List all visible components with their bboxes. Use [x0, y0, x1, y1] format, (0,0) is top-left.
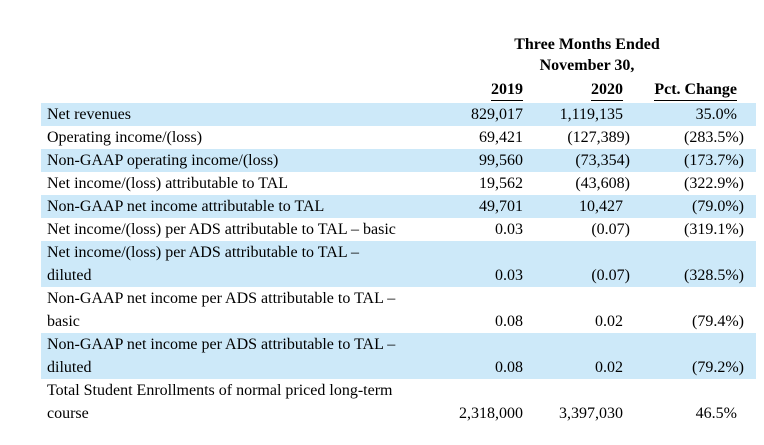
- cell-2019: 0.08: [495, 359, 523, 376]
- row-label: Net income/(loss) attributable to TAL: [47, 175, 289, 192]
- cell-2020: (73,354): [575, 152, 630, 169]
- cell-pct-change: (173.7%): [684, 152, 744, 169]
- column-header-2020: 2020: [530, 81, 630, 101]
- table-row-operating-income: Operating income/(loss) 69,421 (127,389)…: [41, 126, 756, 149]
- cell-2019: 829,017: [471, 106, 523, 123]
- table-row-non-gaap-net-income-attributable: Non-GAAP net income attributable to TAL …: [41, 195, 756, 218]
- cell-2019: 99,560: [479, 152, 523, 169]
- cell-2020: (0.07): [591, 267, 630, 284]
- row-label: Net income/(loss) per ADS attributable t…: [47, 244, 359, 284]
- cell-pct-change: (328.5%): [684, 267, 744, 284]
- table-row-net-income-per-ads-basic: Net income/(loss) per ADS attributable t…: [41, 218, 756, 241]
- cell-pct-change: (79.0%): [692, 198, 744, 215]
- row-label: Net revenues: [47, 106, 131, 123]
- table-row-non-gaap-net-income-per-ads-diluted: Non-GAAP net income per ADS attributable…: [41, 333, 756, 379]
- column-header-2020-label: 2020: [591, 81, 623, 101]
- cell-2019: 0.03: [495, 267, 523, 284]
- column-header-pct-change: Pct. Change: [630, 81, 744, 101]
- table-row-net-income-attributable: Net income/(loss) attributable to TAL 19…: [41, 172, 756, 195]
- cell-2019: 49,701: [479, 198, 523, 215]
- row-label: Total Student Enrollments of normal pric…: [47, 382, 393, 422]
- row-label: Non-GAAP operating income/(loss): [47, 152, 279, 169]
- cell-pct-change: (79.4%): [692, 313, 744, 330]
- row-label: Non-GAAP net income per ADS attributable…: [47, 336, 396, 376]
- table-row-total-student-enrollments: Total Student Enrollments of normal pric…: [41, 379, 756, 425]
- cell-2019: 2,318,000: [459, 405, 523, 422]
- cell-2020: 0.02: [595, 313, 623, 330]
- period-line-1: Three Months Ended: [514, 36, 660, 53]
- table-row-non-gaap-operating-income: Non-GAAP operating income/(loss) 99,560 …: [41, 149, 756, 172]
- table-body: Net revenues 829,017 1,119,135 35.0% Ope…: [0, 103, 764, 425]
- cell-2020: (43,608): [575, 175, 630, 192]
- cell-2019: 0.08: [495, 313, 523, 330]
- row-label: Net income/(loss) per ADS attributable t…: [47, 221, 396, 238]
- column-header-pct-change-label: Pct. Change: [654, 81, 737, 101]
- cell-pct-change: 35.0%: [695, 106, 737, 123]
- cell-pct-change: 46.5%: [695, 405, 737, 422]
- row-label: Non-GAAP net income per ADS attributable…: [47, 290, 396, 330]
- cell-pct-change: (79.2%): [692, 359, 744, 376]
- cell-2020: (127,389): [567, 129, 630, 146]
- row-label: Non-GAAP net income attributable to TAL: [47, 198, 325, 215]
- table-row-net-revenues: Net revenues 829,017 1,119,135 35.0%: [41, 103, 756, 126]
- cell-2019: 19,562: [479, 175, 523, 192]
- cell-2020: 10,427: [579, 198, 623, 215]
- cell-2019: 0.03: [495, 221, 523, 238]
- column-header-2019: 2019: [430, 81, 530, 101]
- row-label: Operating income/(loss): [47, 129, 203, 146]
- column-header-2019-label: 2019: [491, 81, 523, 101]
- column-header-row: 2019 2020 Pct. Change: [41, 76, 756, 103]
- cell-2020: 1,119,135: [559, 106, 623, 123]
- cell-2020: (0.07): [591, 221, 630, 238]
- cell-pct-change: (319.1%): [684, 221, 744, 238]
- table-row-net-income-per-ads-diluted: Net income/(loss) per ADS attributable t…: [41, 241, 756, 287]
- period-line-2: November 30,: [539, 57, 635, 74]
- cell-pct-change: (283.5%): [684, 129, 744, 146]
- period-header: Three Months Ended November 30,: [430, 34, 744, 76]
- table-row-non-gaap-net-income-per-ads-basic: Non-GAAP net income per ADS attributable…: [41, 287, 756, 333]
- cell-pct-change: (322.9%): [684, 175, 744, 192]
- period-header-row: Three Months Ended November 30,: [41, 0, 756, 76]
- cell-2020: 0.02: [595, 359, 623, 376]
- cell-2020: 3,397,030: [559, 405, 623, 422]
- cell-2019: 69,421: [479, 129, 523, 146]
